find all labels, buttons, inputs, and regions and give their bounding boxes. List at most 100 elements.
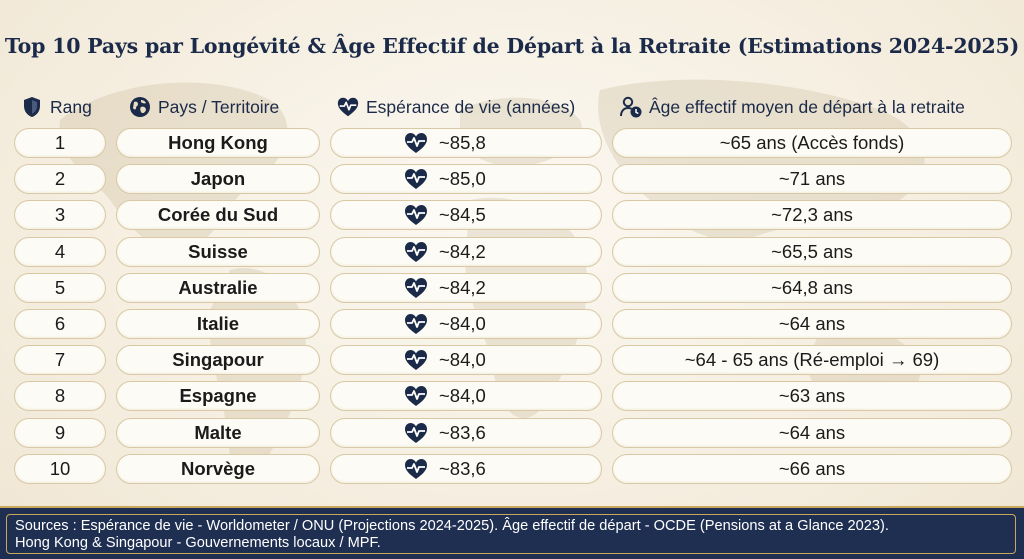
table-row: 2 Japon ~85,0 ~71 ans xyxy=(0,164,1024,196)
table-row: 8 Espagne ~84,0 ~63 ans xyxy=(0,381,1024,413)
rank-value: 10 xyxy=(49,457,71,479)
heartbeat-icon xyxy=(405,169,427,190)
country-name: Malte xyxy=(194,421,242,443)
country-name: Singapour xyxy=(172,349,264,371)
heartbeat-icon xyxy=(405,314,427,334)
heartbeat-icon xyxy=(405,205,427,226)
retirement-age-value: ~65,5 ans xyxy=(771,240,853,262)
heartbeat-icon xyxy=(405,386,427,407)
country-cell: Norvège xyxy=(116,453,320,484)
header-retirement-age-label: Âge effectif moyen de départ à la retrai… xyxy=(649,96,965,117)
retirement-age-value: ~64,8 ans xyxy=(771,276,853,298)
rank-cell: 1 xyxy=(14,128,106,158)
life-expectancy-cell: ~84,5 xyxy=(330,200,602,231)
retirement-age-cell: ~65,5 ans xyxy=(612,236,1012,267)
life-expectancy-value: ~84,2 xyxy=(439,276,486,298)
country-cell: Singapour xyxy=(116,345,320,376)
life-expectancy-value: ~84,5 xyxy=(439,204,486,226)
rank-cell: 6 xyxy=(14,309,106,339)
globe-icon xyxy=(130,97,150,117)
header-retirement-age: Âge effectif moyen de départ à la retrai… xyxy=(619,94,965,120)
rank-cell: 10 xyxy=(14,453,106,484)
life-expectancy-cell: ~85,0 xyxy=(330,164,602,195)
rank-value: 3 xyxy=(54,204,66,226)
country-name: Italie xyxy=(196,313,240,334)
retirement-age-value: ~64 ans xyxy=(778,313,846,334)
life-expectancy-value: ~85,0 xyxy=(439,168,486,190)
rank-cell: 7 xyxy=(14,345,106,376)
rank-cell: 9 xyxy=(14,417,106,448)
table-row: 3 Corée du Sud ~84,5 ~72,3 ans xyxy=(0,200,1024,232)
country-name: Australie xyxy=(178,276,258,298)
country-cell: Corée du Sud xyxy=(116,200,320,231)
table-row: 6 Italie ~84,0 ~64 ans xyxy=(0,309,1024,341)
life-expectancy-value: ~83,6 xyxy=(439,457,486,479)
retirement-age-cell: ~64,8 ans xyxy=(612,272,1012,303)
country-name: Japon xyxy=(190,168,246,190)
rank-cell: 3 xyxy=(14,200,106,231)
country-cell: Hong Kong xyxy=(116,128,320,158)
retirement-age-cell: ~66 ans xyxy=(612,453,1012,484)
retirement-age-value: ~63 ans xyxy=(778,385,846,407)
header-country: Pays / Territoire xyxy=(128,94,279,120)
heartbeat-icon xyxy=(405,277,427,298)
retirement-age-cell: ~65 ans (Accès fonds) xyxy=(612,128,1012,158)
rank-value: 6 xyxy=(54,313,66,334)
life-expectancy-cell: ~84,0 xyxy=(330,345,602,376)
life-expectancy-value: ~84,0 xyxy=(439,349,486,371)
header-rank-label: Rang xyxy=(50,96,92,117)
table-row: 1 Hong Kong ~85,8 ~65 ans (Accès fonds) xyxy=(0,128,1024,160)
rank-value: 9 xyxy=(54,421,66,443)
rank-cell: 8 xyxy=(14,381,106,412)
country-cell: Suisse xyxy=(116,236,320,267)
life-expectancy-cell: ~83,6 xyxy=(330,417,602,448)
table-row: 7 Singapour ~84,0 ~64 - 65 ans (Ré-emploi →… xyxy=(0,345,1024,377)
retirement-age-value: ~64 ans xyxy=(778,421,846,443)
country-name: Hong Kong xyxy=(168,132,268,153)
country-cell: Malte xyxy=(116,417,320,448)
sources-box: Sources : Espérance de vie - Worldometer… xyxy=(6,514,1016,554)
header-rank: Rang xyxy=(20,94,92,120)
table-row: 5 Australie ~84,2 ~64,8 ans xyxy=(0,272,1024,305)
heartbeat-icon xyxy=(337,97,359,117)
rank-value: 2 xyxy=(54,168,66,190)
header-life-expectancy-label: Espérance de vie (années) xyxy=(366,96,576,117)
life-expectancy-cell: ~84,0 xyxy=(330,381,602,412)
rank-value: 7 xyxy=(54,349,66,371)
retirement-age-cell: ~64 - 65 ans (Ré-emploi → 69) xyxy=(612,345,1012,376)
life-expectancy-cell: ~84,0 xyxy=(330,309,602,339)
heartbeat-icon xyxy=(405,458,427,479)
rank-cell: 5 xyxy=(14,272,106,303)
retirement-age-cell: ~63 ans xyxy=(612,381,1012,412)
page-title: Top 10 Pays par Longévité & Âge Effectif… xyxy=(4,34,1020,58)
rank-value: 5 xyxy=(54,276,66,298)
country-name: Corée du Sud xyxy=(157,204,279,226)
life-expectancy-value: ~84,2 xyxy=(439,240,486,262)
retirement-age-cell: ~64 ans xyxy=(612,417,1012,448)
life-expectancy-value: ~85,8 xyxy=(439,132,486,153)
country-name: Norvège xyxy=(180,457,256,479)
life-expectancy-value: ~84,0 xyxy=(439,385,486,407)
rank-value: 1 xyxy=(54,132,66,153)
table-row: 9 Malte ~83,6 ~64 ans xyxy=(0,417,1024,450)
country-name: Espagne xyxy=(179,385,257,407)
person-clock-icon xyxy=(620,96,642,118)
retirement-age-value: ~65 ans (Accès fonds) xyxy=(719,132,905,153)
life-expectancy-value: ~84,0 xyxy=(439,313,486,334)
retirement-age-cell: ~64 ans xyxy=(612,309,1012,339)
retirement-age-value: ~72,3 ans xyxy=(771,204,853,226)
sources-line-2: Hong Kong & Singapour - Gouvernements lo… xyxy=(15,534,381,551)
life-expectancy-cell: ~84,2 xyxy=(330,272,602,303)
country-cell: Australie xyxy=(116,272,320,303)
rank-value: 8 xyxy=(54,385,66,407)
rank-value: 4 xyxy=(54,240,66,262)
life-expectancy-cell: ~83,6 xyxy=(330,453,602,484)
retirement-age-cell: ~71 ans xyxy=(612,164,1012,195)
header-country-label: Pays / Territoire xyxy=(158,96,280,117)
country-cell: Italie xyxy=(116,309,320,339)
country-name: Suisse xyxy=(188,240,248,262)
sources-line-1: Sources : Espérance de vie - Worldometer… xyxy=(15,518,889,534)
sources-footer: Sources : Espérance de vie - Worldometer… xyxy=(0,506,1024,559)
table-row: 4 Suisse ~84,2 ~65,5 ans xyxy=(0,236,1024,269)
life-expectancy-cell: ~84,2 xyxy=(330,236,602,267)
